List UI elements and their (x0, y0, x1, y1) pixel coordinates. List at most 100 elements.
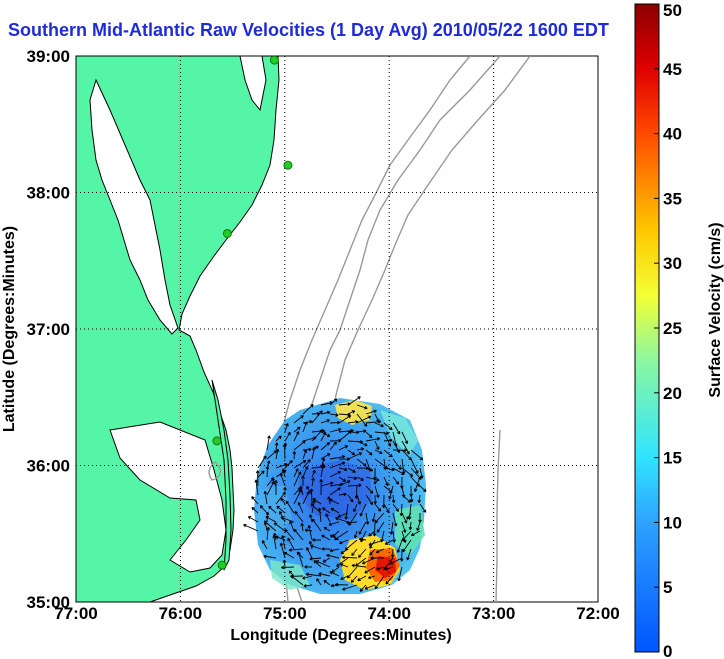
velocity-arrow (329, 428, 342, 433)
velocity-arrow (353, 503, 358, 513)
velocity-arrow (292, 451, 297, 460)
velocity-arrow (299, 485, 304, 496)
velocity-arrow (389, 557, 403, 565)
velocity-arrow (397, 566, 403, 582)
velocity-arrow (318, 572, 331, 577)
x-tick-label: 74:00 (367, 604, 410, 623)
velocity-arrow (392, 476, 400, 485)
velocity-arrow (335, 517, 349, 523)
velocity-arrow (309, 488, 314, 505)
velocity-arrow (275, 462, 288, 469)
velocity-arrow (329, 534, 340, 541)
velocity-arrow (347, 494, 354, 503)
velocity-arrow (285, 500, 295, 514)
colorbar-tick-label: 0 (663, 642, 672, 659)
velocity-arrow (266, 435, 271, 451)
radar-station-marker (212, 436, 222, 446)
velocity-arrow (311, 470, 316, 478)
velocity-arrow (247, 516, 259, 523)
velocity-arrow (304, 528, 313, 533)
velocity-arrow (370, 556, 384, 560)
velocity-arrow (320, 453, 331, 460)
velocity-arrow (308, 514, 313, 523)
velocity-arrow (356, 494, 362, 505)
velocity-arrow (392, 458, 402, 470)
velocity-arrow (302, 447, 312, 452)
velocity-arrow (374, 503, 382, 512)
velocity-arrow (384, 539, 394, 545)
velocity-arrow (383, 438, 393, 443)
x-tick-label: 72:00 (576, 604, 619, 623)
velocity-arrow (280, 497, 286, 505)
velocity-arrow (273, 522, 286, 532)
velocity-arrow (281, 565, 295, 570)
velocity-arrow (293, 468, 299, 478)
velocity-arrow (329, 498, 340, 505)
velocity-arrow (293, 440, 306, 451)
velocity-arrow (302, 421, 308, 433)
velocity-arrow (297, 551, 304, 568)
velocity-arrow (251, 496, 259, 505)
velocity-arrow (280, 516, 295, 523)
velocity-arrow (330, 583, 340, 588)
velocity-arrow (416, 521, 421, 532)
velocity-arrow (302, 465, 309, 478)
velocity-arrow (338, 467, 348, 472)
velocity-arrow (365, 467, 374, 472)
velocity-arrow (311, 410, 323, 424)
velocity-arrow (328, 521, 340, 526)
velocity-arrow (263, 554, 277, 559)
velocity-arrow (353, 530, 358, 539)
velocity-arrow (320, 481, 334, 487)
velocity-arrow (306, 547, 313, 559)
velocity-arrow (347, 410, 356, 415)
velocity-arrow (356, 447, 365, 451)
x-axis-label: Longitude (Degrees:Minutes) (230, 627, 451, 644)
velocity-arrow (325, 513, 331, 523)
velocity-arrow (338, 430, 352, 442)
velocity-arrow (369, 548, 376, 556)
colorbar-tick-label: 5 (663, 578, 672, 597)
velocity-arrow (392, 512, 398, 527)
velocity-arrow (383, 476, 389, 487)
x-tick-label: 73:00 (472, 604, 515, 623)
velocity-arrow (302, 575, 313, 580)
velocity-arrow (338, 480, 351, 487)
velocity-arrow (356, 476, 364, 481)
velocity-arrow (261, 540, 268, 550)
velocity-arrow (365, 409, 377, 415)
velocity-arrow (364, 584, 376, 590)
velocity-arrow (336, 557, 349, 567)
velocity-arrow (368, 530, 376, 537)
y-tick-label: 39:00 (27, 47, 70, 66)
velocity-arrow (255, 470, 260, 487)
velocity-arrow (374, 422, 384, 428)
velocity-arrow (406, 512, 412, 520)
velocity-arrow (321, 547, 331, 551)
velocity-arrow (367, 575, 376, 580)
velocity-arrow (320, 419, 330, 424)
velocity-arrow (402, 539, 412, 553)
velocity-arrow (272, 535, 277, 550)
delaware-bay (239, 56, 267, 112)
velocity-arrow (356, 440, 368, 447)
velocity-arrow (338, 415, 352, 424)
y-tick-label: 37:00 (27, 320, 70, 339)
velocity-arrow (392, 422, 401, 435)
velocity-arrow (408, 521, 413, 531)
velocity-arrow (365, 512, 370, 525)
radar-station-marker (222, 228, 232, 238)
y-tick-label: 38:00 (27, 184, 70, 203)
velocity-arrow (303, 583, 313, 588)
colorbar-tick-label: 35 (663, 189, 682, 208)
colorbar-tick-label: 25 (663, 319, 682, 338)
velocity-arrow (302, 403, 314, 415)
velocity-arrow (409, 494, 414, 503)
velocity-arrow (385, 575, 394, 585)
velocity-arrow (307, 525, 313, 541)
velocity-arrow (284, 423, 289, 433)
velocity-arrow (320, 410, 331, 415)
velocity-arrow (419, 485, 427, 493)
velocity-arrow (310, 503, 322, 514)
velocity-arrow (374, 575, 385, 590)
